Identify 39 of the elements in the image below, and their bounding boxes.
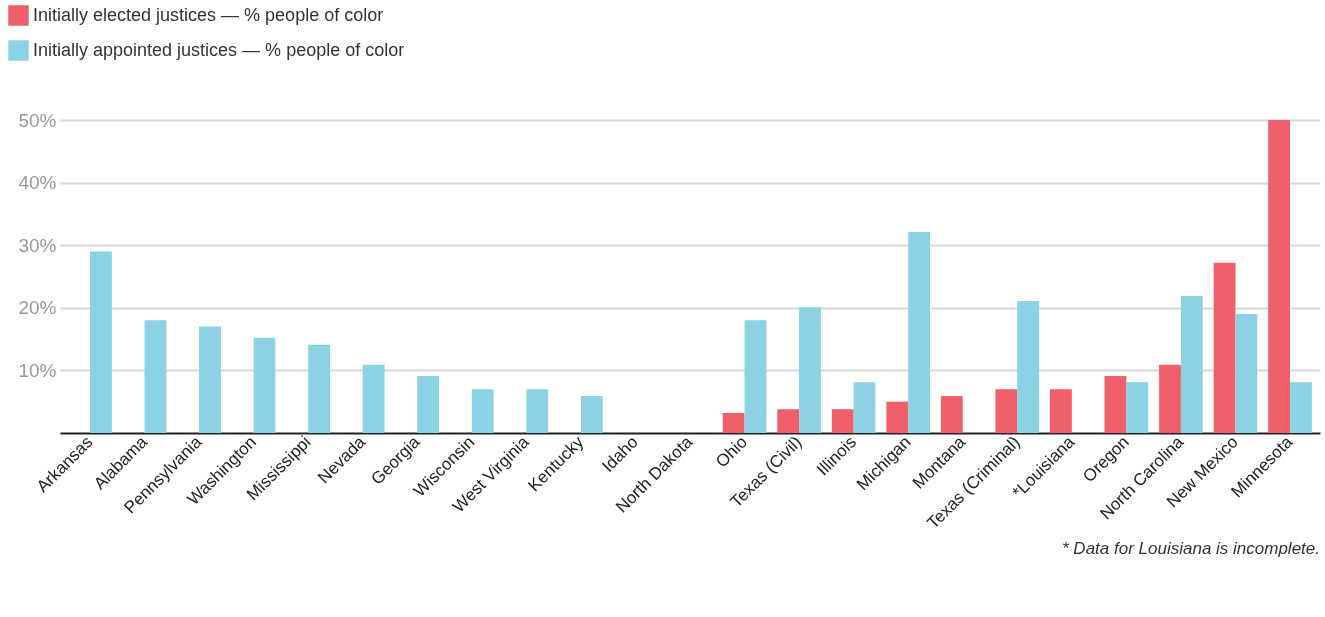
x-tick-label: Ohio <box>712 432 751 472</box>
bar <box>1290 382 1312 433</box>
bar <box>831 409 854 433</box>
bar <box>777 409 800 433</box>
bar <box>722 412 745 433</box>
bar <box>744 320 767 433</box>
bar <box>1235 314 1258 433</box>
bar <box>853 382 876 433</box>
bar <box>362 364 385 433</box>
bar <box>471 389 494 433</box>
y-tick-label: 40% <box>18 172 57 194</box>
bar <box>1104 376 1127 433</box>
legend-label: Initially elected justices — % people of color <box>33 4 384 25</box>
bar <box>1017 300 1040 433</box>
legend-label: Initially appointed justices — % people of color <box>33 39 405 60</box>
bar <box>526 389 549 433</box>
bar <box>1268 120 1290 433</box>
bar <box>253 337 276 433</box>
y-tick-label: 50% <box>18 109 57 131</box>
bar <box>908 232 930 433</box>
bar <box>1180 295 1203 433</box>
bar <box>580 396 603 433</box>
bar <box>1126 382 1149 433</box>
bar <box>995 389 1018 433</box>
bar <box>1159 364 1181 433</box>
bar <box>90 251 112 433</box>
bar <box>940 396 963 433</box>
bar <box>199 326 221 433</box>
bar <box>886 401 909 433</box>
text: * Data for Louisiana is incomplete. <box>1062 539 1320 559</box>
bar <box>308 344 330 433</box>
y-tick-label: 10% <box>18 359 57 381</box>
y-tick-label: 30% <box>18 234 57 256</box>
bar <box>799 307 821 433</box>
y-tick-label: 20% <box>18 297 57 319</box>
bar <box>144 320 167 433</box>
bar <box>1050 389 1072 433</box>
bar <box>417 376 440 433</box>
bar <box>1213 262 1236 433</box>
